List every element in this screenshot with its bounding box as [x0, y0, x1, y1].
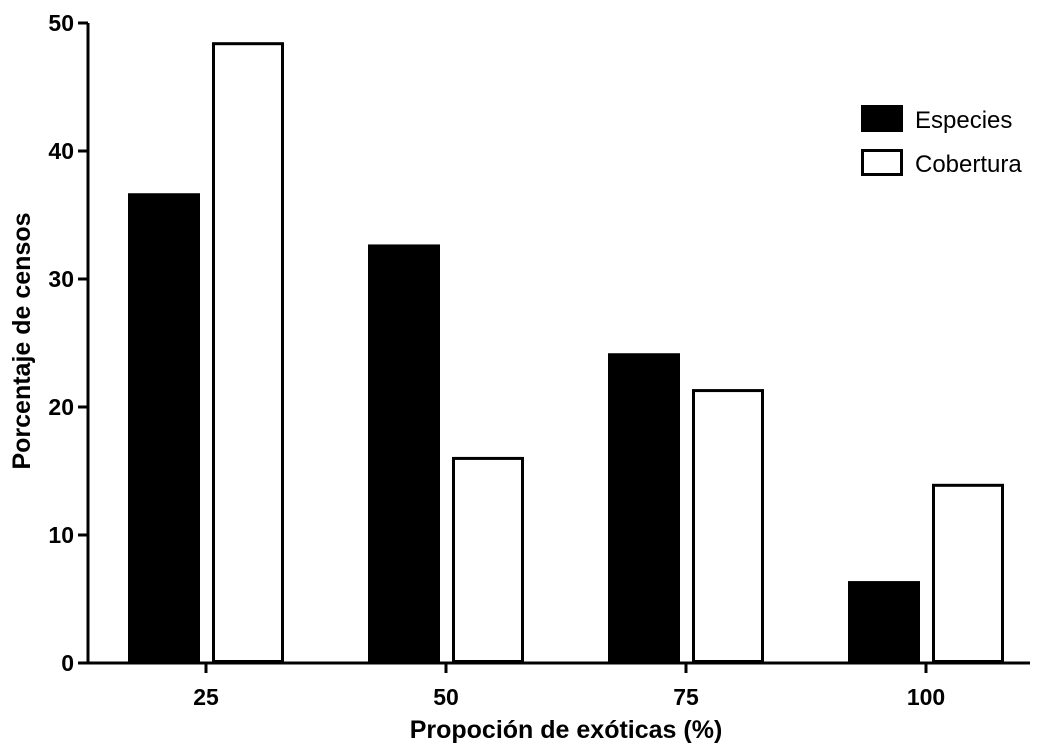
y-tick-label: 0: [61, 650, 74, 676]
bar-cobertura-50: [452, 456, 524, 664]
x-tick-label: 50: [433, 684, 459, 710]
y-axis: 0 10 20 30 40 50: [48, 10, 90, 676]
x-tick-label: 75: [673, 684, 699, 710]
bar-cobertura-100: [932, 483, 1004, 663]
x-axis-title: Propoción de exóticas (%): [410, 716, 723, 744]
y-tick-label: 20: [48, 394, 74, 420]
legend: Especies Cobertura: [861, 105, 1022, 178]
bar-especies-50: [368, 244, 440, 663]
legend-label-especies: Especies: [915, 107, 1012, 134]
x-axis: 25 50 75 100: [88, 661, 1030, 710]
bar-cobertura-75: [692, 389, 764, 663]
bar-especies-25: [128, 193, 200, 664]
legend-swatch-especies: [861, 105, 903, 132]
legend-label-cobertura: Cobertura: [915, 151, 1022, 178]
bar-especies-75: [608, 353, 680, 663]
x-tick-label: 25: [193, 684, 219, 710]
y-tick-label: 10: [48, 522, 74, 548]
legend-swatch-cobertura: [861, 149, 903, 176]
x-tick-label: 100: [907, 684, 945, 710]
y-tick-label: 50: [48, 10, 74, 36]
y-tick-label: 40: [48, 138, 74, 164]
bars-layer: [128, 42, 1004, 664]
bar-cobertura-25: [212, 42, 284, 663]
y-tick-label: 30: [48, 266, 74, 292]
bar-especies-100: [848, 581, 920, 664]
y-axis-title: Porcentaje de censos: [8, 212, 36, 469]
